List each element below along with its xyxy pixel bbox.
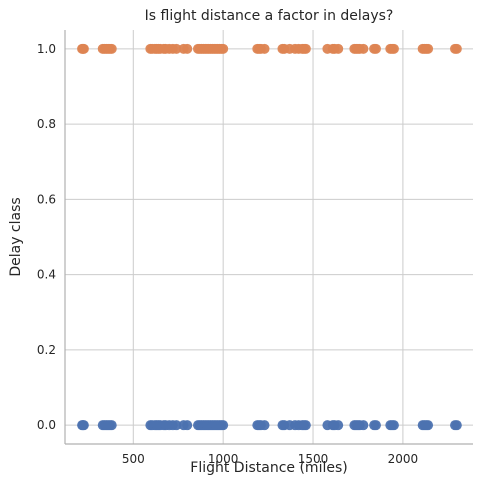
data-point (358, 43, 369, 54)
y-tick-label: 1.0 (37, 42, 56, 56)
axes (64, 30, 473, 445)
y-tick-label: 0.4 (37, 268, 56, 282)
data-point (78, 420, 89, 431)
data-point (388, 420, 399, 431)
data-point (423, 43, 434, 54)
y-tick-label: 0.6 (37, 192, 56, 206)
data-point (451, 420, 462, 431)
data-point (370, 420, 381, 431)
x-tick-label: 1500 (298, 452, 329, 466)
data-point (218, 43, 229, 54)
y-axis-title: Delay class (8, 197, 24, 276)
data-point (370, 43, 381, 54)
data-point (259, 420, 270, 431)
y-tick-labels: 0.0 0.2 0.4 0.6 0.8 1.0 (37, 42, 56, 432)
data-point (78, 43, 89, 54)
x-tick-labels: 500 1000 1500 2000 (122, 452, 418, 466)
data-points (77, 43, 462, 431)
x-axis-title: Flight Distance (miles) (190, 460, 347, 476)
data-point (451, 43, 462, 54)
x-tick-label: 2000 (388, 452, 419, 466)
chart-title: Is flight distance a factor in delays? (145, 8, 394, 24)
y-tick-label: 0.2 (37, 343, 56, 357)
data-point (106, 420, 117, 431)
data-point (300, 43, 311, 54)
y-tick-label: 0.8 (37, 117, 56, 131)
data-point (423, 420, 434, 431)
y-tick-label: 0.0 (37, 418, 56, 432)
x-tick-label: 1000 (208, 452, 239, 466)
data-point (218, 420, 229, 431)
data-point (171, 43, 182, 54)
x-tick-label: 500 (122, 452, 145, 466)
data-point (300, 420, 311, 431)
data-point (259, 43, 270, 54)
data-point (333, 43, 344, 54)
data-point (182, 420, 193, 431)
data-point (106, 43, 117, 54)
data-point (171, 420, 182, 431)
data-point (182, 43, 193, 54)
data-point (358, 420, 369, 431)
data-point (388, 43, 399, 54)
data-point (333, 420, 344, 431)
